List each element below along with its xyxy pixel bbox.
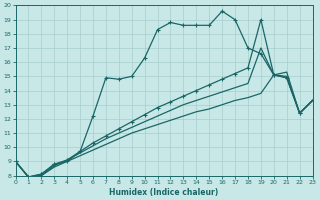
- X-axis label: Humidex (Indice chaleur): Humidex (Indice chaleur): [109, 188, 219, 197]
